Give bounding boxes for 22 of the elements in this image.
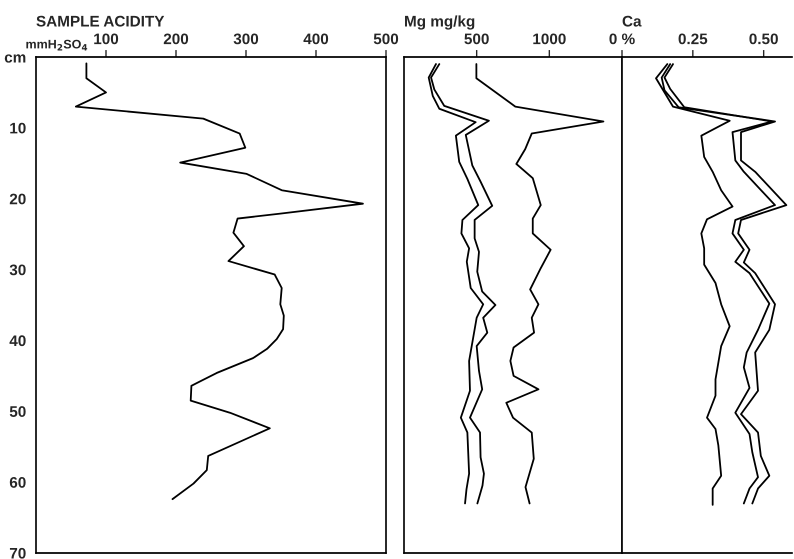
y-tick-label: cm [4, 54, 26, 63]
y-tick-label: 20 [10, 194, 26, 204]
x-tick-label: 200 [164, 33, 188, 44]
x-tick-label: 300 [234, 33, 258, 44]
x-tick-label: 0.25 [678, 33, 708, 44]
x-axis-title: mmH$_{2}$SO$_{4}$ [26, 40, 88, 50]
y-tick-label: 40 [10, 335, 26, 346]
x-tick-label: 1000 [533, 33, 566, 44]
y-tick-label: 60 [10, 477, 26, 488]
x-tick-label: 0.50 [749, 33, 778, 44]
x-tick-label: 100 [94, 33, 118, 44]
chart-title: SAMPLE ACIDITY [36, 16, 164, 27]
x-tick-label: 500 [374, 33, 398, 44]
chart-title: Ca [622, 16, 642, 27]
x-tick-label: 0 % [609, 33, 635, 44]
chart-title: Mg mg/kg [405, 15, 474, 30]
y-tick-label: 50 [10, 406, 26, 417]
y-tick-label: 70 [10, 548, 26, 559]
x-tick-label: 400 [303, 33, 328, 44]
x-tick-label: 500 [464, 33, 489, 44]
y-tick-label: 30 [10, 264, 26, 276]
y-tick-label: 10 [10, 122, 26, 134]
